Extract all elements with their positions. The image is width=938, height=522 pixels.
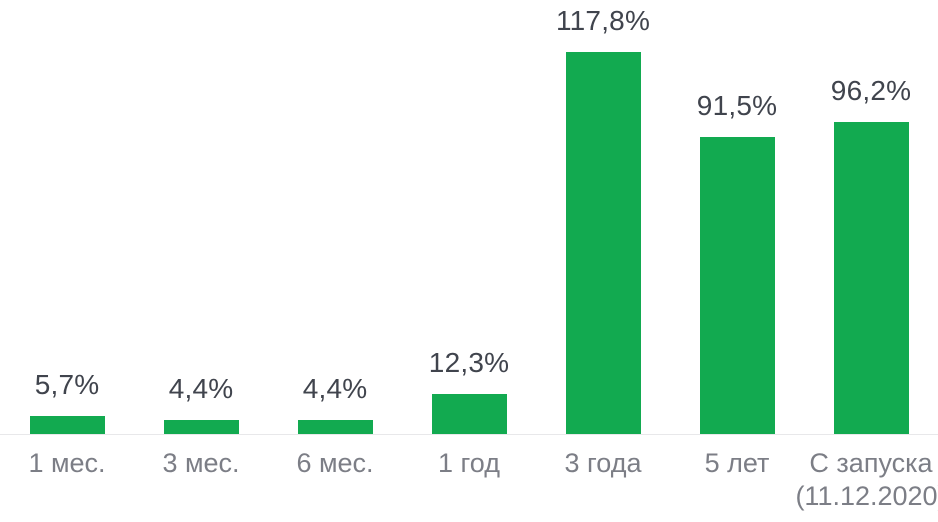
bar-value-label: 4,4% bbox=[302, 373, 368, 404]
bar bbox=[699, 137, 775, 434]
bar-group: 12,3% 1 год bbox=[402, 0, 536, 522]
bar-group: 117,8% 3 года bbox=[536, 0, 670, 522]
bar-value-label: 4,4% bbox=[168, 373, 234, 404]
bar-value-label: 96,2% bbox=[830, 75, 912, 106]
x-axis-label: 6 мес. bbox=[296, 448, 374, 478]
bar bbox=[833, 122, 909, 434]
bar bbox=[297, 420, 373, 434]
bar-zone: 12,3% bbox=[429, 0, 509, 434]
bar-zone: 4,4% bbox=[297, 0, 373, 434]
x-axis-baseline bbox=[0, 434, 938, 435]
bar-value-label: 117,8% bbox=[555, 5, 651, 36]
bar-group: 4,4% 3 мес. bbox=[134, 0, 268, 522]
bar-group: 5,7% 1 мес. bbox=[0, 0, 134, 522]
bar-zone: 117,8% bbox=[556, 0, 650, 434]
bar-value-label: 5,7% bbox=[34, 369, 100, 400]
bar-zone: 4,4% bbox=[163, 0, 239, 434]
bar-zone: 96,2% bbox=[831, 0, 911, 434]
bar-value-label: 12,3% bbox=[428, 347, 510, 378]
bar-zone: 91,5% bbox=[697, 0, 777, 434]
bar-zone: 5,7% bbox=[29, 0, 105, 434]
bar-group: 96,2% С запуска (11.12.2020) bbox=[795, 0, 938, 522]
x-axis-label: С запуска (11.12.2020) bbox=[795, 448, 938, 511]
x-axis-label: 1 год bbox=[438, 448, 500, 478]
x-axis-label: 5 лет bbox=[704, 448, 770, 478]
x-axis-label: 3 года bbox=[564, 448, 642, 478]
x-axis-label: 1 мес. bbox=[28, 448, 106, 478]
bar-group: 91,5% 5 лет bbox=[670, 0, 804, 522]
bar-value-label: 91,5% bbox=[696, 90, 778, 121]
bar-group: 4,4% 6 мес. bbox=[268, 0, 402, 522]
bar bbox=[29, 416, 105, 434]
x-axis-label: 3 мес. bbox=[162, 448, 240, 478]
bar bbox=[431, 394, 507, 434]
bar bbox=[163, 420, 239, 434]
bar bbox=[565, 52, 641, 434]
